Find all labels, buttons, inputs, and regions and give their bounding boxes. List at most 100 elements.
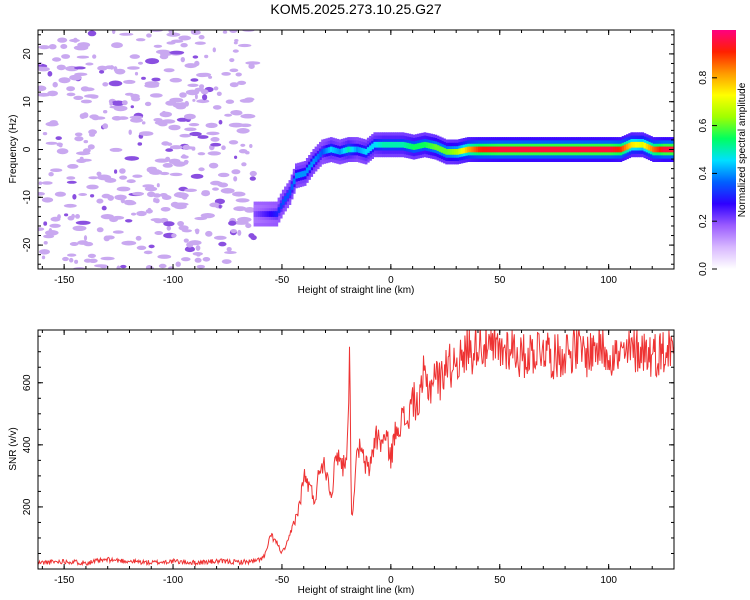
noise-speckle bbox=[216, 91, 222, 97]
noise-speckle bbox=[245, 151, 250, 155]
noise-speckle bbox=[50, 216, 61, 222]
noise-speckle bbox=[191, 146, 196, 151]
ridge-cell bbox=[292, 178, 296, 185]
noise-speckle bbox=[56, 142, 63, 147]
noise-speckle bbox=[66, 176, 76, 180]
noise-speckle bbox=[54, 191, 66, 197]
ridge-cell bbox=[591, 146, 594, 153]
ridge-cell bbox=[484, 146, 488, 153]
ridge-cell bbox=[362, 148, 366, 155]
noise-speckle bbox=[124, 92, 134, 96]
x-tick-label: 0 bbox=[388, 275, 394, 286]
noise-speckle bbox=[99, 265, 108, 269]
noise-speckle bbox=[82, 112, 89, 119]
ridge-cell bbox=[366, 147, 370, 153]
noise-speckle bbox=[248, 63, 255, 69]
ridge-cell bbox=[299, 171, 303, 178]
noise-speckle bbox=[124, 200, 137, 206]
noise-speckle bbox=[124, 156, 140, 161]
noise-speckle bbox=[233, 41, 238, 45]
noise-speckle bbox=[220, 188, 235, 194]
ridge-cell bbox=[486, 146, 490, 153]
x-tick-label: -150 bbox=[54, 275, 74, 286]
noise-speckle bbox=[226, 247, 232, 252]
noise-speckle bbox=[175, 104, 187, 110]
noise-speckle bbox=[88, 176, 99, 180]
noise-speckle bbox=[108, 80, 123, 87]
noise-speckle bbox=[244, 207, 256, 213]
noise-speckle bbox=[83, 241, 94, 247]
noise-speckle bbox=[233, 176, 238, 182]
noise-speckle bbox=[153, 44, 163, 48]
ridge-cell bbox=[266, 211, 270, 217]
noise-speckle bbox=[198, 35, 205, 40]
noise-speckle bbox=[228, 220, 237, 226]
noise-speckle bbox=[168, 124, 181, 131]
ridge-cell bbox=[610, 146, 614, 153]
noise-speckle bbox=[221, 145, 226, 150]
ridge-cell bbox=[384, 141, 388, 148]
noise-speckle bbox=[195, 228, 200, 235]
ridge-cell bbox=[634, 141, 638, 148]
ridge-cell bbox=[403, 142, 407, 148]
noise-speckle bbox=[208, 75, 213, 79]
noise-speckle bbox=[74, 72, 88, 77]
noise-speckle bbox=[38, 181, 43, 185]
noise-speckle bbox=[154, 231, 163, 235]
ridge-cell bbox=[467, 146, 470, 153]
noise-speckle bbox=[181, 195, 188, 200]
noise-speckle bbox=[221, 72, 231, 76]
noise-speckle bbox=[144, 83, 160, 88]
noise-speckle bbox=[194, 87, 205, 92]
ridge-cell bbox=[593, 146, 597, 153]
ridge-cell bbox=[532, 146, 536, 153]
noise-speckle bbox=[234, 39, 239, 42]
ridge-cell bbox=[336, 148, 340, 155]
noise-speckle bbox=[141, 121, 146, 125]
ridge-cell bbox=[617, 146, 621, 153]
colorbar-label: Normalized spectral amplitude bbox=[737, 82, 748, 217]
noise-speckle bbox=[112, 230, 124, 234]
noise-speckle bbox=[75, 214, 80, 219]
ridge-cell bbox=[305, 167, 309, 174]
noise-speckle bbox=[90, 194, 95, 198]
noise-speckle bbox=[217, 172, 230, 178]
ridge-cell bbox=[312, 158, 316, 165]
noise-speckle bbox=[75, 220, 91, 225]
y-tick-label: 0 bbox=[22, 146, 33, 152]
noise-speckle bbox=[69, 257, 74, 263]
x-tick-label: -50 bbox=[275, 575, 290, 586]
noise-speckle bbox=[249, 170, 257, 177]
noise-speckle bbox=[136, 210, 147, 217]
noise-speckle bbox=[194, 60, 200, 67]
snr-x-axis: -150 -100 -50 0 50 100 bbox=[41, 330, 675, 586]
noise-speckle bbox=[184, 188, 198, 192]
noise-speckle bbox=[166, 225, 171, 231]
noise-speckle bbox=[101, 205, 107, 211]
noise-speckle bbox=[188, 123, 200, 127]
ridge-cell bbox=[582, 146, 586, 153]
ridge-cell bbox=[329, 146, 333, 153]
ridge-cell bbox=[377, 141, 381, 148]
colorbar-tick-label: 0.4 bbox=[698, 166, 709, 180]
ridge-cell bbox=[647, 144, 651, 151]
noise-speckle bbox=[250, 235, 257, 241]
noise-speckle bbox=[237, 216, 252, 223]
noise-speckle bbox=[154, 158, 170, 163]
ridge-cell bbox=[440, 147, 444, 153]
ridge-cell bbox=[308, 164, 311, 171]
ridge-cell bbox=[427, 142, 431, 149]
noise-speckle bbox=[206, 131, 220, 136]
noise-speckle bbox=[41, 197, 54, 203]
ridge-cell bbox=[340, 148, 344, 155]
ridge-cell bbox=[345, 147, 348, 153]
noise-speckle bbox=[87, 144, 95, 150]
noise-speckle bbox=[112, 30, 116, 34]
ridge-cell bbox=[462, 147, 466, 154]
noise-speckle bbox=[212, 187, 219, 191]
ridge-cell bbox=[273, 211, 276, 217]
ridge-cell bbox=[567, 146, 571, 153]
x-tick-label: -50 bbox=[275, 275, 290, 286]
noise-speckle bbox=[240, 143, 246, 147]
noise-speckle bbox=[86, 184, 99, 190]
